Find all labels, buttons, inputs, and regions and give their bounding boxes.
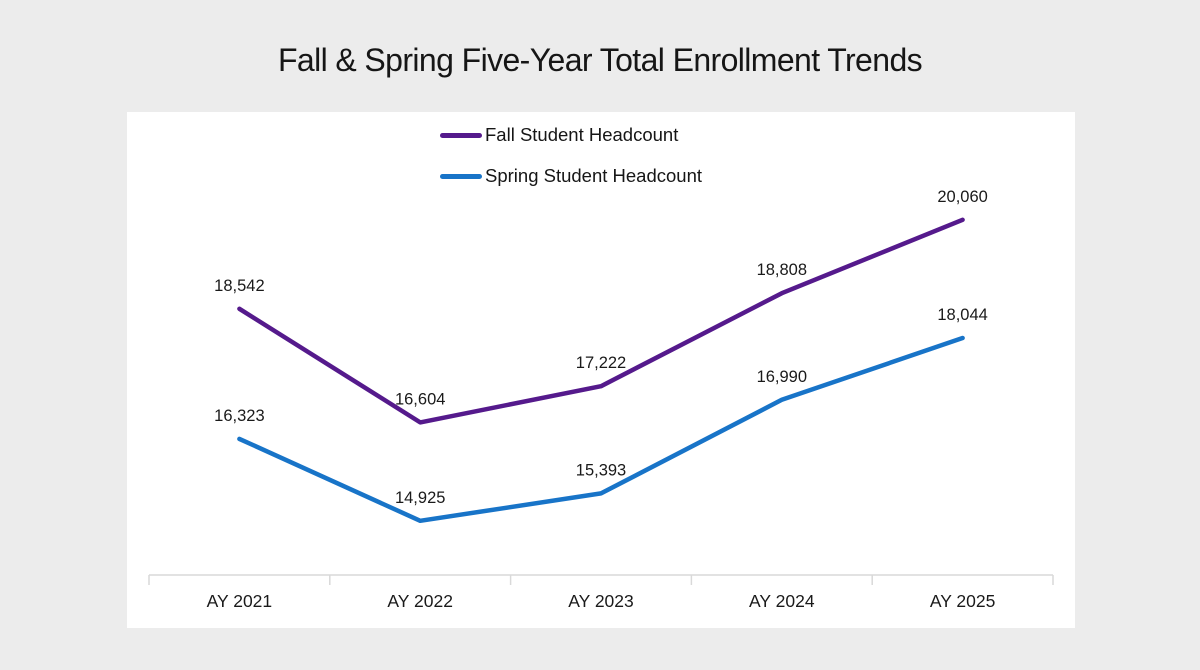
fall-data-label: 18,542 <box>214 277 264 295</box>
fall-series-line <box>237 217 965 425</box>
legend: Fall Student Headcount Spring Student He… <box>440 121 702 190</box>
legend-label-fall: Fall Student Headcount <box>485 124 679 145</box>
spring-data-label: 16,323 <box>214 407 264 425</box>
fall-data-label: 20,060 <box>937 188 987 206</box>
fall-series-swatch-icon <box>440 132 482 138</box>
chart-title: Fall & Spring Five-Year Total Enrollment… <box>277 42 923 78</box>
spring-data-label: 14,925 <box>395 489 445 507</box>
x-tick-label: AY 2025 <box>930 591 996 611</box>
legend-item-spring: Spring Student Headcount <box>440 162 702 190</box>
plot-area: AY 2021 AY 2022 AY 2023 AY 2024 AY 2025 18,54… <box>148 188 1054 611</box>
fall-data-label: 17,222 <box>576 354 626 372</box>
x-tick-label: AY 2021 <box>207 591 273 611</box>
chart-panel: Fall Student Headcount Spring Student He… <box>127 112 1075 628</box>
spring-data-label: 15,393 <box>576 461 626 479</box>
x-tick-label: AY 2023 <box>568 591 634 611</box>
legend-label-spring: Spring Student Headcount <box>485 165 703 186</box>
x-tick-label: AY 2024 <box>749 591 815 611</box>
spring-data-label: 16,990 <box>757 368 807 386</box>
legend-item-fall: Fall Student Headcount <box>440 121 702 149</box>
x-tick-label: AY 2022 <box>387 591 453 611</box>
spring-series-line <box>237 335 965 524</box>
spring-data-label: 18,044 <box>937 306 987 324</box>
spring-series-swatch-icon <box>440 173 482 179</box>
fall-data-label: 16,604 <box>395 390 445 408</box>
fall-data-label: 18,808 <box>757 261 807 279</box>
